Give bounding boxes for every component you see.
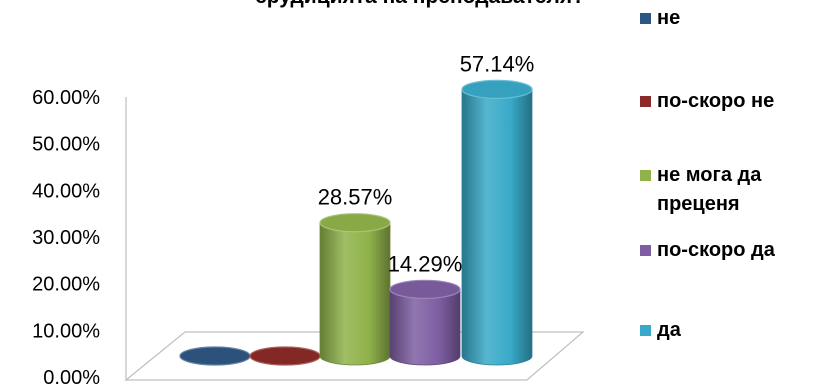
legend-swatch [640, 325, 651, 336]
bar [319, 213, 391, 366]
bar [389, 279, 461, 366]
legend-label: преценя [657, 193, 740, 215]
y-tick-label: 50.00% [32, 134, 100, 156]
legend-label: по-скоро да [657, 239, 776, 261]
legend-label: не [657, 7, 680, 29]
legend-swatch [640, 170, 651, 181]
legend-label: не мога да [657, 164, 762, 186]
y-tick-label: 40.00% [32, 180, 100, 202]
bar [179, 346, 251, 366]
legend: не по-скоро не не мога да преценя по-скоро д… [640, 7, 776, 341]
chart-title: ерудицията на преподавателя? [255, 0, 585, 8]
legend-swatch [640, 245, 651, 256]
legend-label: по-скоро не [657, 90, 774, 112]
data-label: 57.14% [460, 51, 535, 76]
data-label: 28.57% [318, 185, 393, 210]
y-tick-label: 20.00% [32, 274, 100, 296]
y-tick-label: 0.00% [43, 367, 100, 389]
legend-swatch [640, 96, 651, 107]
legend-label: да [657, 319, 682, 341]
y-tick-label: 10.00% [32, 320, 100, 342]
data-labels: 28.57% 14.29% 57.14% [318, 51, 535, 276]
axes: 0.00% 10.00% 20.00% 30.00% 40.00% 50.00% 60.00… [32, 87, 585, 389]
bars [179, 79, 533, 366]
bar [461, 79, 533, 366]
data-label: 14.29% [388, 251, 463, 276]
legend-swatch [640, 13, 651, 24]
y-tick-label: 30.00% [32, 227, 100, 249]
y-tick-label: 60.00% [32, 87, 100, 109]
bar [249, 346, 321, 366]
